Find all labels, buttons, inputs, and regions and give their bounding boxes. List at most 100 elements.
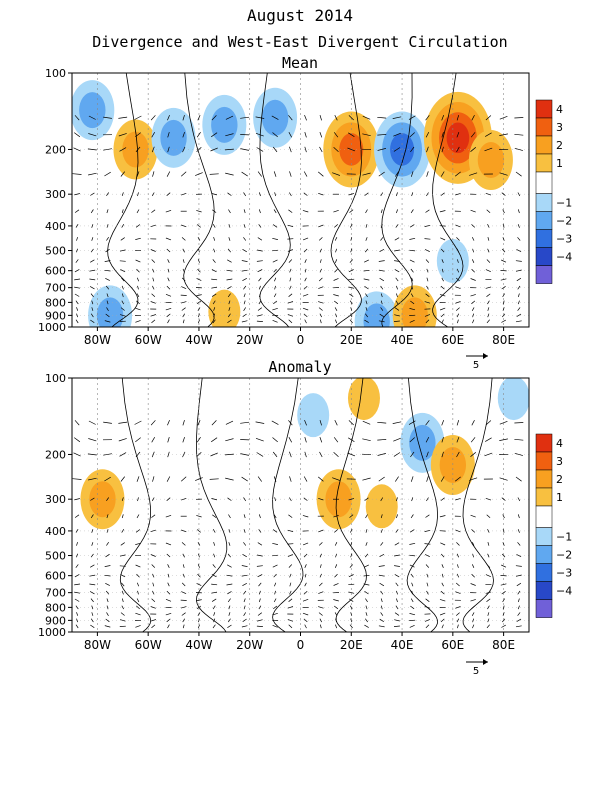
wind-vector [151,497,155,502]
wind-vector [456,436,460,443]
wind-vector [485,132,492,137]
wind-vector [197,573,201,578]
wind-vector [515,574,522,577]
wind-vector [334,529,339,533]
wind-vector [470,599,476,602]
wind-vector [196,294,202,297]
wind-vector [273,573,277,578]
wind-vector [243,497,247,502]
wind-vector [182,419,185,426]
wind-vector [426,582,429,587]
wind-vector [180,606,187,609]
wind-vector [213,618,216,623]
wind-vector [272,554,279,557]
colorbar-label: 2 [556,139,563,152]
y-tick-label: 400 [45,220,66,233]
wind-vector [517,514,520,519]
wind-vector [502,529,505,533]
wind-vector [103,148,112,151]
wind-vector [487,313,490,318]
wind-vector [380,224,383,228]
wind-vector [243,529,246,533]
wind-vector [487,618,490,623]
wind-vector [319,553,322,558]
colorbar-swatch [535,193,553,212]
wind-vector [136,300,140,305]
colorbar-swatch [535,563,553,582]
wind-vector [318,582,323,587]
wind-vector [471,307,475,311]
wind-vector [456,237,460,241]
wind-vector [472,248,475,253]
wind-vector [349,624,353,629]
wind-vector [348,286,355,289]
wind-vector [135,625,141,628]
wind-vector [514,452,523,456]
wind-vector [74,574,80,578]
x-tick-label: 80W [84,638,111,652]
wind-vector [332,477,341,481]
colorbar-swatch [535,99,553,119]
wind-vector [485,497,492,501]
wind-vector [350,612,353,616]
x-tick-label: 20W [236,638,263,652]
wind-vector [90,313,94,318]
wind-vector [243,612,246,616]
wind-vector [486,564,491,568]
wind-vector [121,590,124,595]
wind-vector [424,249,430,253]
colorbar-label: 1 [556,491,563,504]
wind-vector [196,278,202,281]
wind-vector [227,286,232,290]
y-tick-label: 200 [45,143,66,156]
wind-vector [287,606,294,609]
wind-vector [319,573,322,578]
colorbar-swatch [535,211,553,230]
wind-vector [121,598,124,603]
wind-vector [228,542,231,546]
wind-vector [365,300,368,305]
wind-vector [152,268,155,273]
wind-vector [350,248,353,253]
wind-vector [485,286,492,289]
wind-vector [424,554,430,558]
wind-vector [378,320,385,323]
wind-vector [333,514,339,518]
wind-vector [379,618,384,622]
wind-vector [457,564,459,568]
wind-vector [393,437,401,442]
wind-vector [409,308,416,311]
wind-vector [120,314,126,317]
wind-vector [74,209,80,213]
wind-vector [198,248,200,253]
wind-vector [256,625,263,627]
wind-vector [349,564,353,568]
wind-vector [365,237,368,241]
wind-vector [136,582,140,587]
wind-vector [88,420,96,425]
wind-vector [288,209,293,213]
wind-vector [319,131,323,138]
wind-vector [396,209,398,214]
mean-panel-title: Mean [282,54,318,72]
wind-vector [471,420,475,426]
wind-vector [424,543,431,545]
wind-vector [501,319,506,323]
wind-vector [272,451,278,458]
wind-vector [362,115,371,120]
wind-vector [424,224,431,227]
wind-vector [151,293,156,298]
wind-vector [456,268,460,273]
figure-title: August 2014 [247,6,353,25]
wind-vector [470,437,476,443]
wind-vector [273,209,277,214]
wind-vector [241,476,248,482]
wind-vector [379,248,385,253]
wind-vector [319,248,322,253]
wind-vector [287,314,294,317]
wind-vector [394,565,400,567]
wind-vector [89,286,95,290]
wind-vector [288,259,293,263]
wind-vector [136,268,140,273]
wind-vector [151,514,156,518]
